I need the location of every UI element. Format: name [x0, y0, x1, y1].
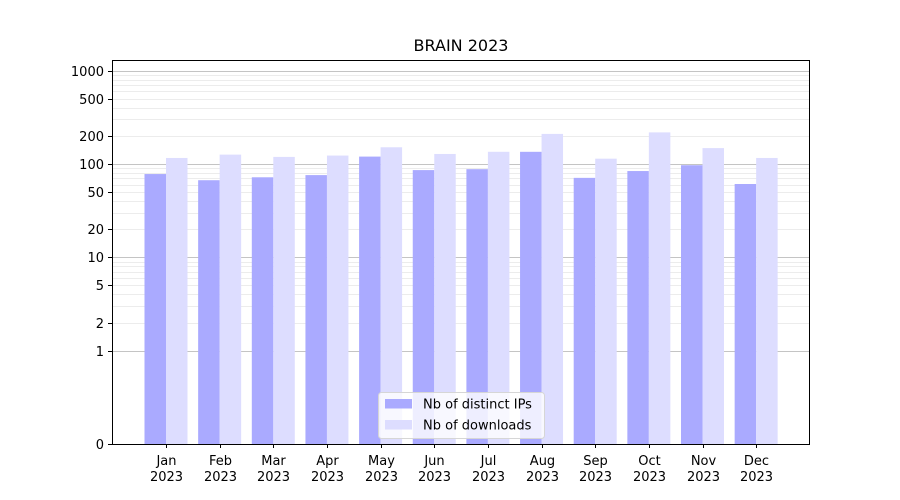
legend-box [378, 392, 545, 439]
bar [166, 157, 188, 444]
x-tick-label: Sep 2023 [579, 454, 612, 485]
x-tick-label: Feb 2023 [204, 454, 237, 485]
bar [273, 156, 295, 444]
bar [359, 156, 381, 444]
bar [573, 177, 596, 445]
x-tick-label: Nov 2023 [687, 454, 720, 485]
bar [648, 132, 671, 444]
bar [627, 171, 649, 445]
y-tick-label: 5 [96, 279, 104, 294]
y-tick-label: 50 [87, 186, 104, 201]
y-axis-ticks: 0 1 2 5 10 20 50 100 200 500 1000 [71, 65, 112, 453]
bar [219, 154, 242, 445]
bar [541, 133, 564, 444]
x-tick-label: Jul 2023 [472, 454, 505, 485]
y-tick-label: 1 [96, 345, 104, 360]
x-tick-label: Aug 2023 [526, 454, 559, 485]
bar [681, 165, 703, 444]
bar [251, 177, 274, 445]
y-tick-label: 100 [79, 158, 104, 173]
bar [412, 170, 435, 444]
legend-swatch [385, 420, 412, 430]
bar [595, 158, 617, 445]
x-tick-label: Apr 2023 [311, 454, 344, 485]
y-tick-label: 20 [87, 223, 104, 238]
plot-frame [112, 60, 810, 445]
y-tick-label: 1000 [71, 65, 104, 80]
bar [520, 151, 542, 444]
x-tick-label: Jun 2023 [418, 454, 451, 485]
bar [198, 180, 220, 444]
bar [702, 148, 724, 444]
bar [466, 169, 488, 444]
bar [380, 147, 403, 444]
bar [434, 153, 456, 444]
bar [734, 184, 757, 444]
x-tick-label: Mar 2023 [257, 454, 290, 485]
legend-label: Nb of distinct IPs [423, 398, 532, 413]
y-tick-label: 2 [96, 317, 104, 332]
bar [144, 174, 166, 445]
bar [326, 155, 349, 444]
x-tick-label: Dec 2023 [740, 454, 773, 485]
x-tick-label: May 2023 [365, 454, 398, 485]
bars [144, 132, 778, 445]
bar [487, 151, 510, 444]
legend-label: Nb of downloads [423, 419, 532, 434]
y-tick-label: 200 [79, 130, 104, 145]
legend: Nb of distinct IPs Nb of downloads [378, 392, 545, 439]
y-tick-label: 0 [96, 438, 104, 453]
legend-swatch [385, 399, 412, 409]
chart-title: BRAIN 2023 [414, 36, 509, 55]
y-tick-label: 500 [79, 93, 104, 108]
bar [305, 175, 327, 444]
bar [756, 157, 778, 444]
x-tick-label: Oct 2023 [633, 454, 666, 485]
x-tick-label: Jan 2023 [150, 454, 183, 485]
x-axis-ticks: Jan 2023 Feb 2023 Mar 2023 Apr 2023 May 2023 Jun 20… [150, 444, 773, 485]
y-tick-label: 10 [87, 251, 104, 266]
